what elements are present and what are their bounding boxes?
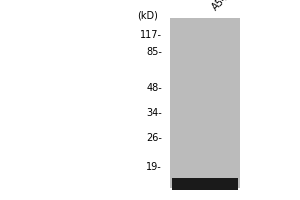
Text: (kD): (kD) bbox=[137, 10, 158, 20]
Text: 26-: 26- bbox=[146, 133, 162, 143]
Text: 117-: 117- bbox=[140, 30, 162, 40]
Text: A549: A549 bbox=[210, 0, 235, 12]
Text: 34-: 34- bbox=[146, 108, 162, 118]
Text: 19-: 19- bbox=[146, 162, 162, 172]
Text: 48-: 48- bbox=[146, 83, 162, 93]
Bar bbox=[170, 18, 240, 188]
Text: 85-: 85- bbox=[146, 47, 162, 57]
Bar bbox=[172, 178, 238, 190]
